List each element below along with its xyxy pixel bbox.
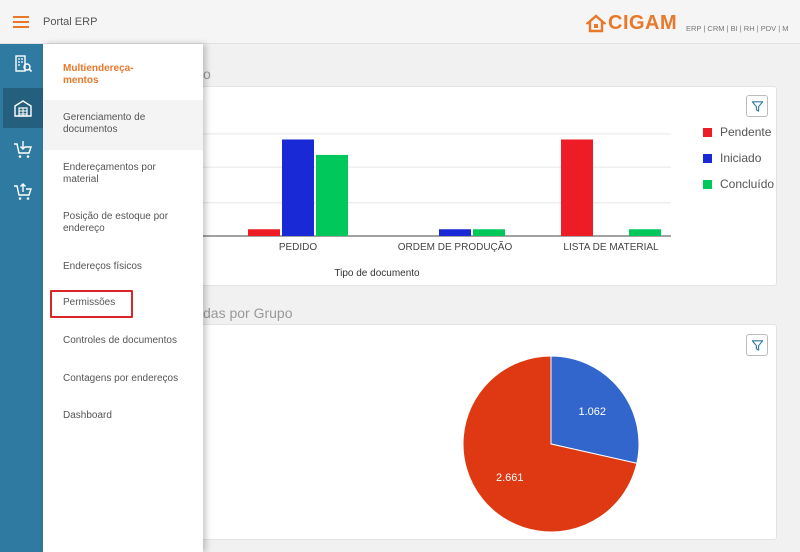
drawer-item-label: Endereços físicos bbox=[63, 261, 142, 272]
pie-chart-card: 1.062 2.661 bbox=[180, 324, 777, 540]
drawer-item-permissoes[interactable]: Permissões bbox=[43, 297, 203, 309]
building-search-icon bbox=[15, 55, 33, 73]
drawer-header-label: Multiendereça- mentos bbox=[63, 63, 134, 86]
drawer-item-label: Gerenciamento de documentos bbox=[63, 112, 146, 135]
drawer-item-label: Endereçamentos por material bbox=[63, 162, 156, 185]
drawer-item-controles[interactable]: Controles de documentos bbox=[43, 335, 203, 347]
legend-label: Concluído bbox=[720, 177, 775, 191]
legend-label: Pendente bbox=[720, 125, 772, 139]
bar-chart-card: PEDIDO ORDEM DE PRODUÇÃO LISTA DE MATERIAL… bbox=[180, 86, 777, 286]
legend-label: Iniciado bbox=[720, 151, 762, 165]
drawer-item-label: Posição de estoque por endereço bbox=[63, 211, 169, 234]
pie-slice-label: 2.661 bbox=[496, 472, 524, 484]
warehouse-icon bbox=[14, 100, 32, 117]
pie-slice[interactable] bbox=[462, 355, 638, 533]
app-title: Portal ERP bbox=[43, 16, 98, 28]
highlight-annotation bbox=[50, 290, 133, 318]
legend-item-pendente[interactable]: Pendente bbox=[703, 125, 771, 139]
drawer-item-dashboard[interactable]: Dashboard bbox=[43, 410, 203, 422]
bar-concluído[interactable] bbox=[316, 154, 348, 236]
bar-pendente[interactable] bbox=[248, 229, 280, 236]
drawer-item-label: Contagens por endereços bbox=[63, 373, 179, 384]
cigam-logo-icon bbox=[584, 13, 608, 33]
drawer-item-posicao-estoque[interactable]: Posição de estoque por endereço bbox=[43, 211, 203, 235]
drawer-header-multienderecamentos[interactable]: Multiendereça- mentos bbox=[43, 63, 203, 87]
rail-item-warehouse[interactable] bbox=[3, 88, 43, 128]
x-tick-label: LISTA DE MATERIAL bbox=[563, 242, 659, 253]
icon-rail bbox=[0, 44, 43, 552]
x-tick-label: PEDIDO bbox=[279, 242, 318, 253]
rail-item-building[interactable] bbox=[3, 44, 43, 84]
cart-upload-icon bbox=[14, 183, 32, 200]
section-title-groups: das por Grupo bbox=[203, 305, 293, 321]
brand-logo: CIGAM bbox=[584, 11, 678, 35]
section-title-documents: o bbox=[203, 66, 211, 82]
legend-swatch bbox=[703, 127, 712, 137]
bar-pendente[interactable] bbox=[561, 139, 593, 236]
filter-button[interactable] bbox=[746, 95, 768, 117]
rail-item-cart-out[interactable] bbox=[3, 172, 43, 212]
drawer-item-contagens[interactable]: Contagens por endereços bbox=[43, 373, 203, 385]
drawer-item-label: Dashboard bbox=[63, 410, 112, 421]
brand-name: CIGAM bbox=[608, 11, 678, 34]
legend-swatch bbox=[703, 179, 712, 189]
x-tick-label: ORDEM DE PRODUÇÃO bbox=[398, 240, 513, 253]
drawer-item-label: Controles de documentos bbox=[63, 335, 177, 346]
top-bar: Portal ERP CIGAM ERP | CRM | BI | RH | P… bbox=[0, 0, 800, 44]
bar-iniciado[interactable] bbox=[282, 139, 314, 236]
pie-slice-label: 1.062 bbox=[578, 406, 606, 418]
drawer-item-enderecos-fisicos[interactable]: Endereços físicos bbox=[43, 261, 203, 273]
legend-item-iniciado[interactable]: Iniciado bbox=[703, 151, 761, 165]
bar-chart: PEDIDO ORDEM DE PRODUÇÃO LISTA DE MATERIAL… bbox=[203, 133, 671, 279]
nav-drawer: Multiendereça- mentos Gerenciamento de d… bbox=[43, 44, 203, 552]
legend-item-concluído[interactable]: Concluído bbox=[703, 177, 774, 191]
drawer-item-gerenciamento[interactable]: Gerenciamento de documentos bbox=[43, 100, 203, 150]
bar-concluído[interactable] bbox=[629, 229, 661, 236]
filter-icon bbox=[751, 100, 763, 112]
bar-iniciado[interactable] bbox=[439, 229, 471, 236]
drawer-item-enderecamentos[interactable]: Endereçamentos por material bbox=[43, 162, 203, 186]
bar-concluído[interactable] bbox=[473, 229, 505, 236]
pie-slice[interactable] bbox=[550, 355, 640, 464]
filter-button[interactable] bbox=[746, 334, 768, 356]
filter-icon bbox=[751, 339, 763, 351]
menu-icon[interactable] bbox=[13, 16, 29, 28]
rail-item-cart-in[interactable] bbox=[3, 130, 43, 170]
module-links[interactable]: ERP | CRM | BI | RH | PDV | M bbox=[686, 24, 789, 33]
legend-swatch bbox=[703, 153, 712, 163]
pie-chart: 1.062 2.661 bbox=[462, 355, 640, 533]
drawer-item-label: Permissões bbox=[63, 297, 116, 308]
cart-download-icon bbox=[14, 141, 32, 158]
x-axis-label: Tipo de documento bbox=[334, 268, 420, 279]
